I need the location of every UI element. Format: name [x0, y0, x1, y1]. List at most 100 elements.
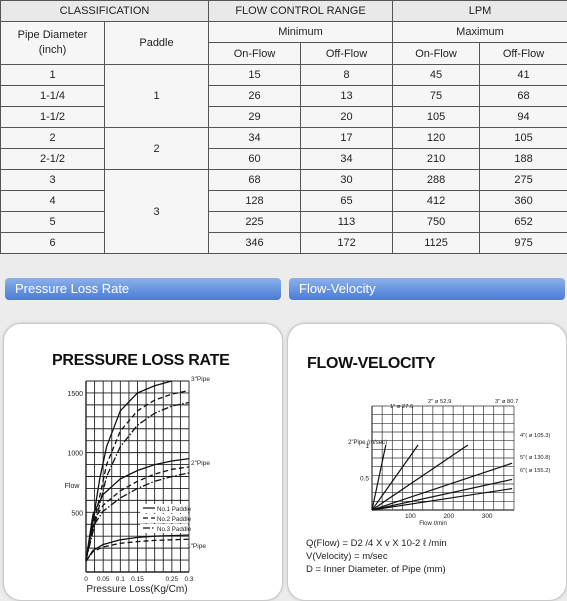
- x-axis-label: Flow ℓ/min: [419, 520, 447, 527]
- series-label: 3" ø 80.7: [495, 399, 518, 405]
- cell-max-off: 188: [480, 149, 567, 170]
- cell-diameter: 6: [1, 233, 105, 254]
- y-tick-label: 1500: [67, 391, 83, 398]
- cell-max-on: 210: [393, 149, 480, 170]
- series-label: 5"( ø 130.8): [520, 455, 550, 461]
- pipe-diameter-label: Pipe Diameter: [1, 28, 104, 43]
- x-tick-label: 300: [482, 513, 493, 520]
- header-paddle: Paddle: [105, 22, 209, 65]
- header-min-on-flow: On-Flow: [209, 43, 301, 65]
- series-line: [372, 445, 468, 510]
- y-tick-label: 500: [71, 510, 83, 517]
- cell-diameter: 2: [1, 128, 105, 149]
- cell-max-on: 45: [393, 65, 480, 86]
- y-tick-label: 0.5: [360, 476, 369, 483]
- cell-min-on: 60: [209, 149, 301, 170]
- pipe-diameter-unit: (inch): [1, 43, 104, 58]
- header-max-on-flow: On-Flow: [393, 43, 480, 65]
- cell-paddle: 3: [105, 170, 209, 254]
- cell-min-off: 17: [301, 128, 393, 149]
- flow-formula: Q(Flow) = D2 /4 X v X 10-2 ℓ /min: [306, 537, 447, 550]
- cell-min-on: 29: [209, 107, 301, 128]
- curve-label: 3"Pipe: [191, 376, 210, 383]
- cell-max-off: 975: [480, 233, 567, 254]
- table-row: 1 1 15 8 45 41: [1, 65, 567, 86]
- table-row: 6 346 172 1125 975: [1, 233, 567, 254]
- cell-min-on: 26: [209, 86, 301, 107]
- cell-min-off: 113: [301, 212, 393, 233]
- cell-min-on: 225: [209, 212, 301, 233]
- diameter-formula: D = Inner Diameter. of Pipe (mm): [306, 563, 446, 576]
- cell-min-on: 128: [209, 191, 301, 212]
- series-label: 1" ø 27.6: [390, 404, 413, 410]
- cell-diameter: 3: [1, 170, 105, 191]
- cell-max-on: 750: [393, 212, 480, 233]
- cell-max-on: 1125: [393, 233, 480, 254]
- curve-label: 1"Pipe: [187, 543, 206, 550]
- cell-diameter: 1-1/2: [1, 107, 105, 128]
- header-pipe-diameter: Pipe Diameter (inch): [1, 22, 105, 65]
- x-tick-label: 0.15: [131, 576, 144, 583]
- x-tick-label: 0.1: [116, 576, 125, 583]
- cell-max-on: 288: [393, 170, 480, 191]
- section-flow-velocity: Flow-Velocity: [289, 278, 565, 300]
- cell-max-on: 75: [393, 86, 480, 107]
- x-tick-label: 0: [84, 576, 88, 583]
- cell-max-off: 275: [480, 170, 567, 191]
- table-row: 3 3 68 30 288 275: [1, 170, 567, 191]
- cell-diameter: 1: [1, 65, 105, 86]
- cell-max-off: 360: [480, 191, 567, 212]
- cell-min-off: 30: [301, 170, 393, 191]
- series-label: 4"( ø 105.3): [520, 433, 550, 439]
- cell-min-on: 15: [209, 65, 301, 86]
- cell-diameter: 4: [1, 191, 105, 212]
- cell-diameter: 5: [1, 212, 105, 233]
- velocity-formula: V(Velocity) = m/sec: [306, 550, 388, 563]
- table-row: 5 225 113 750 652: [1, 212, 567, 233]
- table-row: 1-1/2 29 20 105 94: [1, 107, 567, 128]
- table-header-row: CLASSIFICATION FLOW CONTROL RANGE LPM: [1, 1, 567, 22]
- cell-min-off: 13: [301, 86, 393, 107]
- cell-min-off: 20: [301, 107, 393, 128]
- header-flow-control-range: FLOW CONTROL RANGE: [209, 1, 393, 22]
- cell-max-on: 105: [393, 107, 480, 128]
- cell-min-on: 34: [209, 128, 301, 149]
- cell-min-on: 346: [209, 233, 301, 254]
- series-line: [372, 489, 512, 510]
- cell-min-off: 65: [301, 191, 393, 212]
- cell-max-off: 94: [480, 107, 567, 128]
- x-tick-label: 0.3: [184, 576, 193, 583]
- x-tick-label: 0.25: [166, 576, 179, 583]
- table-row: 4 128 65 412 360: [1, 191, 567, 212]
- cell-min-off: 34: [301, 149, 393, 170]
- cell-max-on: 120: [393, 128, 480, 149]
- curve-label: 2"Pipe: [191, 460, 210, 467]
- cell-max-off: 41: [480, 65, 567, 86]
- x-tick-label: 0.05: [97, 576, 110, 583]
- section-pressure-loss-rate: Pressure Loss Rate: [5, 278, 281, 300]
- x-tick-label: 200: [443, 513, 454, 520]
- header-lpm: LPM: [393, 1, 567, 22]
- table-subheader-row: Pipe Diameter (inch) Paddle Minimum Maxi…: [1, 22, 567, 43]
- cell-max-off: 105: [480, 128, 567, 149]
- series-label: 6"( ø 155.2): [520, 468, 550, 474]
- cell-min-on: 68: [209, 170, 301, 191]
- header-maximum: Maximum: [393, 22, 567, 43]
- table-row: 2-1/2 60 34 210 188: [1, 149, 567, 170]
- x-tick-label: 100: [405, 513, 416, 520]
- y-axis-label: Flow: [65, 483, 81, 490]
- cell-diameter: 2-1/2: [1, 149, 105, 170]
- cell-max-off: 652: [480, 212, 567, 233]
- cell-paddle: 1: [105, 65, 209, 128]
- cell-min-off: 172: [301, 233, 393, 254]
- header-minimum: Minimum: [209, 22, 393, 43]
- header-max-off-flow: Off-Flow: [480, 43, 567, 65]
- header-classification: CLASSIFICATION: [1, 1, 209, 22]
- legend-label: No.1 Paddle: [157, 506, 192, 513]
- table-row: 1-1/4 26 13 75 68: [1, 86, 567, 107]
- series-line: [372, 463, 512, 510]
- x-axis-label: Pressure Loss(Kg/Cm): [86, 584, 187, 595]
